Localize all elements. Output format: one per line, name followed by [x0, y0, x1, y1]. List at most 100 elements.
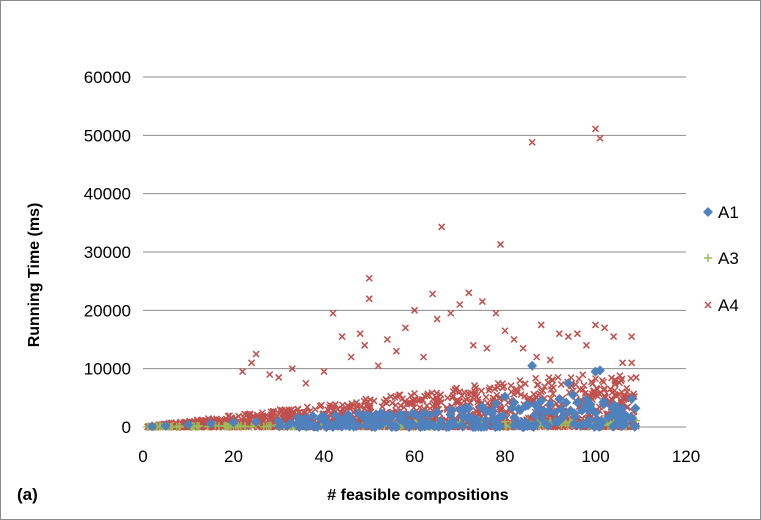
- point-a4: [420, 353, 428, 361]
- point-a4-cluster: [493, 391, 501, 399]
- point-a4: [266, 370, 274, 379]
- point-a1: [626, 394, 637, 404]
- point-a1-cluster: [509, 413, 520, 424]
- point-a4-cluster: [504, 399, 512, 407]
- point-a4: [519, 344, 527, 352]
- point-a1: [563, 378, 574, 389]
- point-a4-cluster: [471, 390, 479, 398]
- point-a4: [365, 295, 373, 303]
- point-a4-cluster: [606, 385, 614, 393]
- x-tick-label: 60: [405, 447, 424, 466]
- point-a1: [554, 394, 565, 404]
- point-a4-cluster: [611, 391, 619, 399]
- point-a1-cluster: [468, 418, 479, 429]
- point-a4-cluster: [622, 395, 630, 403]
- point-a4: [510, 335, 518, 344]
- point-a1-cluster: [353, 408, 364, 419]
- point-a1-cluster: [561, 397, 572, 408]
- point-a1: [251, 416, 262, 427]
- point-a1-cluster: [378, 413, 389, 424]
- point-a4: [392, 347, 400, 355]
- point-a1-cluster: [608, 421, 619, 432]
- point-a4-cluster: [472, 384, 480, 392]
- y-tick-label: 40000: [84, 185, 131, 204]
- point-a1: [296, 415, 307, 426]
- point-a4-cluster: [464, 394, 472, 402]
- point-a4: [248, 359, 256, 367]
- point-a1: [386, 411, 397, 422]
- point-a1: [319, 415, 329, 425]
- point-a4-cluster: [517, 391, 525, 399]
- point-a1: [585, 403, 596, 414]
- point-a4-cluster: [423, 402, 431, 410]
- point-a4-cluster: [554, 373, 562, 381]
- point-a4: [302, 379, 310, 387]
- point-a4: [610, 333, 618, 341]
- point-a4-cluster: [547, 395, 555, 403]
- point-a1-cluster: [543, 406, 554, 417]
- point-a4: [288, 365, 296, 373]
- point-a1: [418, 408, 429, 418]
- point-a1: [545, 399, 556, 410]
- point-a4-cluster: [557, 380, 565, 388]
- point-a4: [591, 321, 600, 329]
- point-a1-cluster: [540, 419, 551, 430]
- point-a4-cluster: [453, 398, 461, 406]
- point-a4-cluster: [424, 390, 432, 398]
- panel-label: (a): [17, 485, 38, 504]
- point-a1: [490, 398, 501, 409]
- point-a1: [432, 407, 443, 418]
- point-a4-cluster: [396, 391, 404, 399]
- point-a4: [347, 353, 355, 361]
- point-a1-cluster: [518, 421, 529, 432]
- point-a4-cluster: [623, 388, 631, 396]
- point-a1-cluster: [616, 421, 627, 432]
- point-a3-cluster: [264, 421, 273, 430]
- point-a4: [275, 373, 283, 381]
- point-a1-cluster: [307, 410, 318, 421]
- point-a4-cluster: [294, 405, 302, 413]
- point-a4-cluster: [580, 381, 588, 389]
- point-a4-cluster: [486, 384, 494, 392]
- point-a4-cluster: [587, 378, 595, 386]
- x-axis-ticks: 0 20 40 60 80 100 120: [138, 447, 700, 466]
- point-a1: [160, 420, 171, 431]
- point-a4-cluster: [592, 375, 600, 383]
- point-a1: [595, 365, 606, 376]
- point-a4-cluster: [460, 397, 468, 405]
- point-a3-cluster: [241, 422, 250, 431]
- point-a4: [628, 359, 636, 367]
- point-a4-cluster: [477, 387, 485, 395]
- y-tick-label: 50000: [84, 126, 131, 145]
- point-a4-cluster: [507, 382, 515, 390]
- point-a4-cluster: [382, 396, 390, 404]
- point-a3-cluster: [224, 422, 233, 431]
- point-a1-cluster: [408, 419, 419, 430]
- point-a4-cluster: [303, 403, 311, 411]
- point-a4-cluster: [537, 388, 545, 396]
- point-a4: [361, 341, 369, 349]
- point-a1: [509, 397, 520, 408]
- point-a4-cluster: [517, 383, 525, 391]
- point-a1-cluster: [443, 421, 454, 432]
- point-a4: [320, 368, 328, 376]
- point-a4: [433, 315, 441, 323]
- point-a1-cluster: [360, 420, 371, 431]
- point-a1: [183, 419, 194, 430]
- x-axis-title: # feasible compositions: [327, 487, 508, 504]
- point-a4-cluster: [416, 403, 424, 411]
- point-a1: [463, 403, 474, 414]
- point-a4-cluster: [616, 372, 624, 380]
- y-axis-title: Running Time (ms): [26, 203, 43, 348]
- point-a4: [401, 324, 409, 332]
- point-a1-cluster: [630, 403, 641, 414]
- point-a1-cluster: [301, 421, 312, 432]
- point-a4-cluster: [598, 376, 606, 385]
- point-a4-cluster: [510, 390, 518, 398]
- point-a1-cluster: [557, 412, 568, 423]
- point-a4: [591, 125, 600, 133]
- point-a4: [582, 341, 590, 349]
- point-a4-cluster: [449, 387, 457, 395]
- point-a1-cluster: [332, 417, 343, 428]
